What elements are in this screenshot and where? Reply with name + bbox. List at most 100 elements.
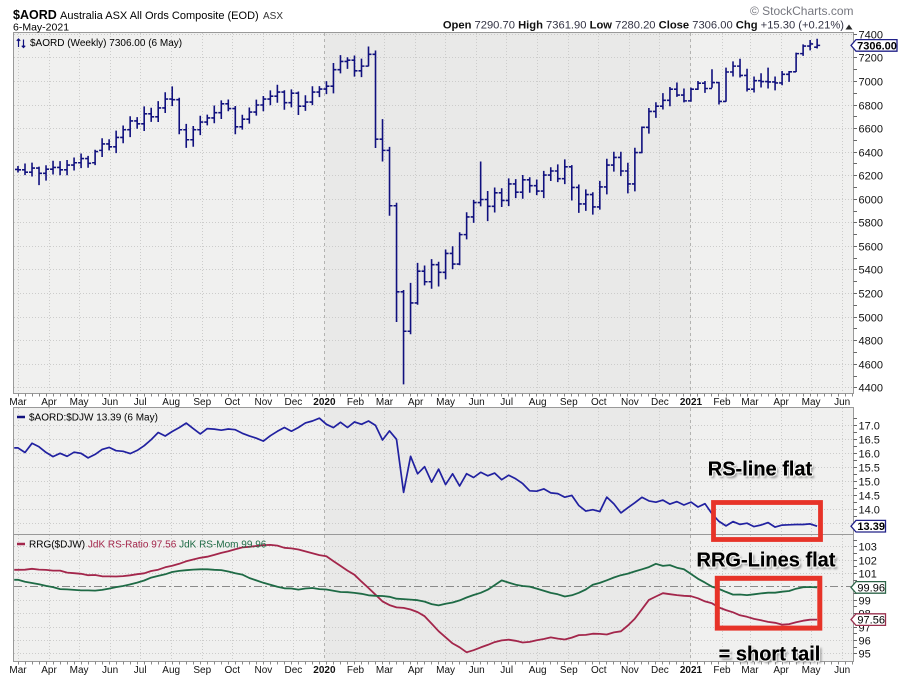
svg-text:$AORD (Weekly) 7306.00 (6 May): $AORD (Weekly) 7306.00 (6 May) [30, 38, 182, 49]
svg-text:Jul: Jul [500, 665, 513, 676]
svg-text:RS-line flat: RS-line flat [708, 459, 813, 481]
svg-text:Oct: Oct [225, 397, 241, 408]
svg-text:Aug: Aug [162, 665, 180, 676]
svg-text:Oct: Oct [591, 665, 607, 676]
svg-text:99: 99 [859, 596, 871, 608]
svg-text:Feb: Feb [347, 665, 365, 676]
svg-text:Sep: Sep [560, 665, 578, 676]
svg-text:Mar: Mar [376, 665, 394, 676]
svg-text:= short tail: = short tail [719, 644, 821, 666]
svg-text:6400: 6400 [859, 148, 883, 160]
svg-text:ASX: ASX [263, 11, 283, 22]
svg-text:Feb: Feb [713, 397, 731, 408]
svg-text:16.5: 16.5 [859, 435, 880, 447]
svg-text:Sep: Sep [560, 397, 578, 408]
svg-text:17.0: 17.0 [859, 421, 880, 433]
svg-text:= short tail: = short tail [719, 644, 821, 666]
svg-text:96: 96 [859, 636, 871, 648]
svg-text:Mar: Mar [741, 397, 759, 408]
svg-text:4600: 4600 [859, 360, 883, 372]
svg-text:Mar: Mar [741, 665, 759, 676]
svg-text:6600: 6600 [859, 124, 883, 136]
svg-text:15.0: 15.0 [859, 477, 880, 489]
svg-text:Mar: Mar [376, 397, 394, 408]
svg-text:6200: 6200 [859, 171, 883, 183]
svg-text:5000: 5000 [859, 313, 883, 325]
svg-text:Apr: Apr [408, 665, 424, 676]
svg-text:RRG-Lines flat: RRG-Lines flat [697, 550, 836, 572]
svg-text:May: May [70, 397, 89, 408]
svg-text:Jun: Jun [469, 397, 485, 408]
svg-text:101: 101 [859, 569, 877, 581]
svg-text:5200: 5200 [859, 289, 883, 301]
svg-text:16.0: 16.0 [859, 449, 880, 461]
svg-text:Jul: Jul [134, 665, 147, 676]
svg-text:7400: 7400 [859, 30, 883, 42]
svg-text:RRG-Lines flat: RRG-Lines flat [699, 552, 838, 574]
svg-text:Nov: Nov [255, 397, 273, 408]
svg-text:Oct: Oct [591, 397, 607, 408]
svg-text:103: 103 [859, 542, 877, 554]
svg-text:5400: 5400 [859, 265, 883, 277]
svg-text:Jun: Jun [834, 665, 850, 676]
svg-text:Apr: Apr [773, 397, 789, 408]
svg-text:May: May [436, 665, 455, 676]
svg-text:7306.00: 7306.00 [857, 40, 897, 52]
svg-text:Apr: Apr [41, 397, 57, 408]
svg-text:15.5: 15.5 [859, 463, 880, 475]
svg-text:Aug: Aug [529, 665, 547, 676]
svg-text:13.39: 13.39 [857, 521, 885, 533]
svg-text:14.0: 14.0 [859, 505, 880, 517]
svg-text:Jun: Jun [469, 665, 485, 676]
svg-text:Jul: Jul [134, 397, 147, 408]
svg-text:May: May [802, 397, 821, 408]
svg-text:Jun: Jun [102, 665, 118, 676]
svg-text:Nov: Nov [255, 665, 273, 676]
svg-text:RRG-Lines flat: RRG-Lines flat [697, 550, 836, 572]
svg-text:May: May [802, 665, 821, 676]
svg-text:2021: 2021 [680, 665, 703, 676]
svg-text:Oct: Oct [225, 665, 241, 676]
svg-text:© StockCharts.com: © StockCharts.com [750, 4, 854, 18]
svg-text:14.5: 14.5 [859, 491, 880, 503]
svg-text:Apr: Apr [41, 665, 57, 676]
svg-text:$AORD: $AORD [13, 8, 57, 22]
svg-text:RRG($DJW) JdK RS-Ratio 97.56 J: RRG($DJW) JdK RS-Ratio 97.56 JdK RS-Mom … [29, 540, 267, 551]
svg-text:95: 95 [859, 649, 871, 661]
svg-text:Feb: Feb [713, 665, 731, 676]
svg-text:4800: 4800 [859, 336, 883, 348]
svg-text:Dec: Dec [651, 397, 669, 408]
svg-text:Aug: Aug [529, 397, 547, 408]
svg-text:Mar: Mar [9, 665, 27, 676]
svg-text:RS-line flat: RS-line flat [708, 459, 813, 481]
svg-text:2020: 2020 [313, 665, 336, 676]
svg-text:Apr: Apr [408, 397, 424, 408]
svg-text:RS-line flat: RS-line flat [710, 461, 815, 483]
svg-text:Open 7290.70 High 7361.90 Low: Open 7290.70 High 7361.90 Low 7280.20 Cl… [443, 20, 844, 32]
svg-text:Dec: Dec [285, 397, 303, 408]
svg-text:6000: 6000 [859, 195, 883, 207]
svg-text:7000: 7000 [859, 77, 883, 89]
svg-text:5600: 5600 [859, 242, 883, 254]
svg-text:5800: 5800 [859, 218, 883, 230]
svg-text:6-May-2021: 6-May-2021 [13, 22, 69, 34]
svg-text:Mar: Mar [9, 397, 27, 408]
svg-text:Feb: Feb [347, 397, 365, 408]
svg-text:99.96: 99.96 [857, 582, 885, 594]
svg-text:$AORD:$DJW 13.39 (6 May): $AORD:$DJW 13.39 (6 May) [29, 413, 158, 424]
svg-text:Jul: Jul [500, 397, 513, 408]
svg-text:May: May [70, 665, 89, 676]
svg-text:6800: 6800 [859, 101, 883, 113]
svg-text:Sep: Sep [193, 665, 211, 676]
svg-text:Apr: Apr [773, 665, 789, 676]
svg-text:2021: 2021 [680, 397, 703, 408]
svg-text:7200: 7200 [859, 53, 883, 65]
svg-text:Nov: Nov [621, 665, 639, 676]
svg-text:Aug: Aug [162, 397, 180, 408]
svg-text:Jun: Jun [102, 397, 118, 408]
svg-text:Jun: Jun [834, 397, 850, 408]
svg-text:Nov: Nov [621, 397, 639, 408]
svg-text:97.56: 97.56 [857, 615, 885, 627]
svg-text:= short tail: = short tail [721, 646, 823, 668]
svg-text:Dec: Dec [651, 665, 669, 676]
